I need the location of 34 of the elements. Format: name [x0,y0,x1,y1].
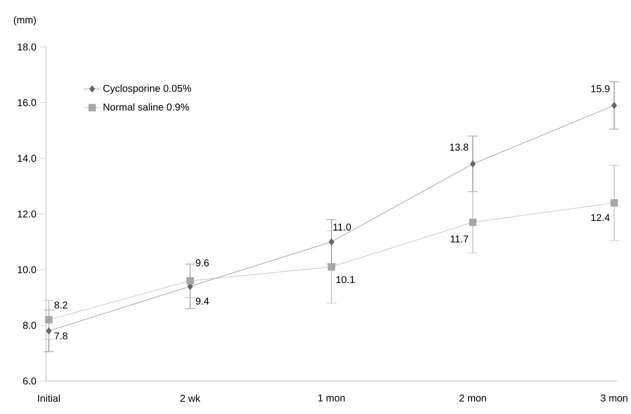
point [611,102,617,110]
point [45,316,53,324]
data-label: 15.9 [591,85,610,92]
y-tick-label: 10.0 [18,266,36,274]
x-tick-label: 2 wk [180,394,200,402]
legend-label: Cyclosporine 0.05% [103,84,192,94]
y-tick-label: 18.0 [18,43,36,51]
point [46,327,52,335]
data-label: 10.1 [336,276,355,284]
data-label: 11.7 [450,236,468,242]
data-label: 9.6 [196,259,209,266]
x-tick-label: 3 mon [600,394,628,402]
y-axis-title: (mm) [14,16,36,26]
data-label: 8.2 [54,302,68,309]
point [469,218,477,226]
data-label: 7.8 [54,332,68,340]
point [186,277,194,284]
x-tick-label: Initial [38,394,60,402]
point [610,199,618,207]
point [328,238,334,246]
data-label: 13.8 [450,144,468,151]
y-tick-label: 12.0 [18,210,36,218]
x-tick-label: 1 mon [318,394,345,402]
data-label: 12.4 [591,214,610,222]
data-label: 9.4 [196,298,209,305]
point [470,160,476,168]
point [328,263,336,271]
y-tick-label: 16.0 [18,99,36,106]
legend-label: Normal saline 0.9% [104,103,189,111]
y-tick-label: 6.0 [23,377,36,385]
y-tick-label: 14.0 [18,154,36,162]
y-tick-label: 8.0 [23,322,36,329]
data-label: 11.0 [333,224,351,231]
x-tick-label: 2 mon [460,394,486,402]
